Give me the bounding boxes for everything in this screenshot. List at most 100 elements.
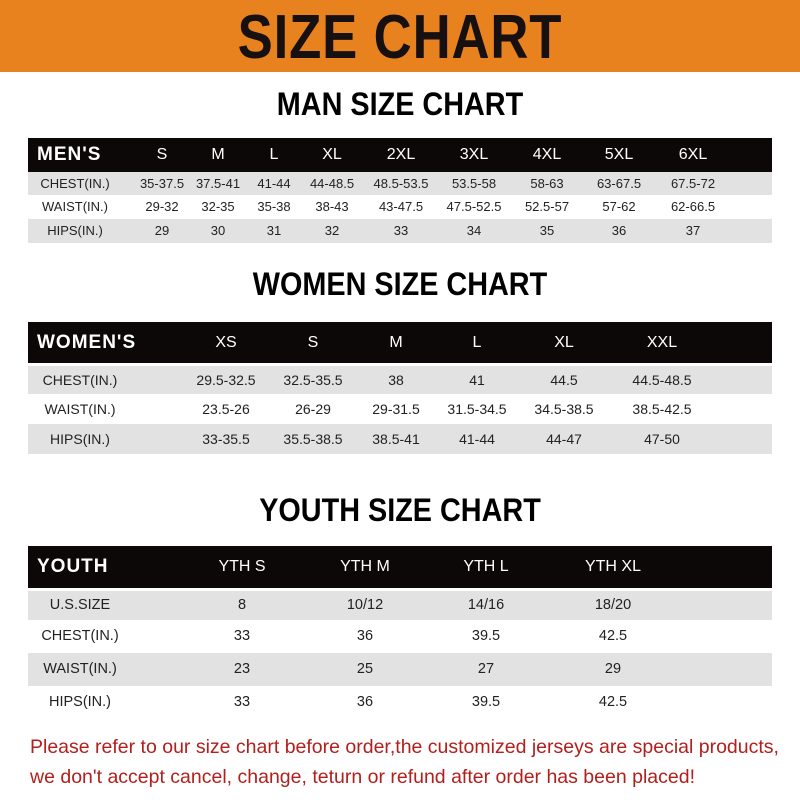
size-header: XL [554,334,574,351]
measurement-cell: 44.5-48.5 [632,372,692,388]
size-header: XL [322,146,342,163]
measurement-cell: 29.5-32.5 [196,372,256,388]
measurement-cell: 57-62 [602,199,636,214]
measurement-cell: 42.5 [598,694,628,710]
measurement-cell: 32 [324,223,340,238]
measurement-cell: 32-35 [201,199,235,214]
measurement-cell: 38 [388,372,404,388]
measurement-cell: 8 [237,597,247,613]
size-header: 2XL [386,146,416,163]
measurement-cell: 14/16 [467,597,505,613]
table-row: CHEST(IN.) 33 36 39.5 42.5 [28,620,772,653]
table-row: U.S.SIZE 8 10/12 14/16 18/20 [28,591,772,620]
row-label: WAIST(IN.) [43,661,117,677]
measurement-cell: 29 [154,223,170,238]
table-header-row: WOMEN'S XS S M L XL XXL [28,322,772,363]
measurement-cell: 62-66.5 [670,199,716,214]
measurement-cell: 27 [477,661,495,677]
size-header: 6XL [678,146,708,163]
row-label: CHEST(IN.) [40,176,110,191]
measurement-cell: 34 [466,223,482,238]
measurement-cell: 44-48.5 [309,176,355,191]
measurement-cell: 32.5-35.5 [283,372,343,388]
size-header: L [269,146,279,163]
measurement-cell: 29-31.5 [372,401,420,417]
measurement-cell: 33 [233,694,251,710]
row-label: HIPS(IN.) [48,694,112,710]
row-label: CHEST(IN.) [42,372,118,388]
row-label: WAIST(IN.) [44,401,116,417]
measurement-cell: 41 [469,372,485,388]
women-size-chart-title: WOMEN SIZE CHART [252,266,548,302]
measurement-cell: 26-29 [295,401,331,417]
table-header-label: WOMEN'S [37,332,137,353]
size-header: YTH XL [584,558,641,575]
measurement-cell: 38.5-42.5 [632,401,692,417]
measurement-cell: 52.5-57 [524,199,570,214]
order-notice: Please refer to our size chart before or… [30,732,790,792]
table-row: HIPS(IN.) 33-35.5 35.5-38.5 38.5-41 41-44 44-… [28,424,772,454]
measurement-cell: 33 [393,223,409,238]
measurement-cell: 67.5-72 [670,176,716,191]
size-header: XS [215,334,237,351]
measurement-cell: 35-38 [257,199,291,214]
measurement-cell: 36 [611,223,627,238]
order-notice-line-1: Please refer to our size chart before or… [30,736,779,758]
measurement-cell: 23 [233,661,251,677]
measurement-cell: 43-47.5 [378,199,424,214]
row-label: HIPS(IN.) [50,431,110,447]
size-header: 3XL [459,146,489,163]
size-header: YTH S [218,558,266,575]
measurement-cell: 39.5 [471,628,501,644]
measurement-cell: 37 [685,223,701,238]
row-label: CHEST(IN.) [41,628,119,644]
measurement-cell: 29-32 [145,199,179,214]
measurement-cell: 44-47 [546,431,582,447]
measurement-cell: 33 [233,628,251,644]
measurement-cell: 33-35.5 [202,431,250,447]
measurement-cell: 44.5 [550,372,578,388]
measurement-cell: 10/12 [346,597,384,613]
measurement-cell: 53.5-58 [451,176,497,191]
table-header-label: YOUTH [37,556,109,577]
row-label: U.S.SIZE [49,597,111,613]
banner-title: SIZE CHART [237,3,563,72]
measurement-cell: 58-63 [530,176,564,191]
measurement-cell: 38-43 [315,199,349,214]
table-row: HIPS(IN.) 33 36 39.5 42.5 [28,686,772,718]
measurement-cell: 29 [604,661,622,677]
measurement-cell: 25 [356,661,374,677]
size-header: XXL [646,334,678,351]
measurement-cell: 42.5 [598,628,628,644]
table-row: HIPS(IN.) 29 30 31 32 33 34 35 36 37 [28,219,772,243]
measurement-cell: 41-44 [257,176,291,191]
measurement-cell: 18/20 [594,597,632,613]
table-row: CHEST(IN.) 35-37.5 37.5-41 41-44 44-48.5 48.5… [28,172,772,195]
size-chart-banner: SIZE CHART [0,0,800,72]
table-row: WAIST(IN.) 23.5-26 26-29 29-31.5 31.5-34.5 34… [28,394,772,424]
measurement-cell: 35.5-38.5 [283,431,343,447]
table-header-row: YOUTH YTH S YTH M YTH L YTH XL [28,546,772,588]
measurement-cell: 31 [266,223,282,238]
measurement-cell: 35 [539,223,555,238]
size-header: M [389,334,403,351]
measurement-cell: 63-67.5 [596,176,642,191]
row-label: WAIST(IN.) [42,199,108,214]
table-row: WAIST(IN.) 29-32 32-35 35-38 38-43 43-47.5 47.… [28,195,772,219]
size-header: YTH M [340,558,390,575]
row-label: HIPS(IN.) [47,223,103,238]
measurement-cell: 36 [356,694,374,710]
table-header-label: MEN'S [37,144,102,165]
measurement-cell: 39.5 [471,694,501,710]
measurement-cell: 38.5-41 [372,431,420,447]
table-row: WAIST(IN.) 23 25 27 29 [28,653,772,686]
size-header: 5XL [604,146,634,163]
size-header: M [211,146,225,163]
measurement-cell: 47-50 [644,431,680,447]
size-header: YTH L [463,558,509,575]
order-notice-line-2: we don't accept cancel, change, teturn o… [30,766,695,788]
measurement-cell: 36 [356,628,374,644]
youth-size-chart-title: YOUTH SIZE CHART [259,492,541,528]
size-header: L [472,334,482,351]
measurement-cell: 23.5-26 [202,401,250,417]
